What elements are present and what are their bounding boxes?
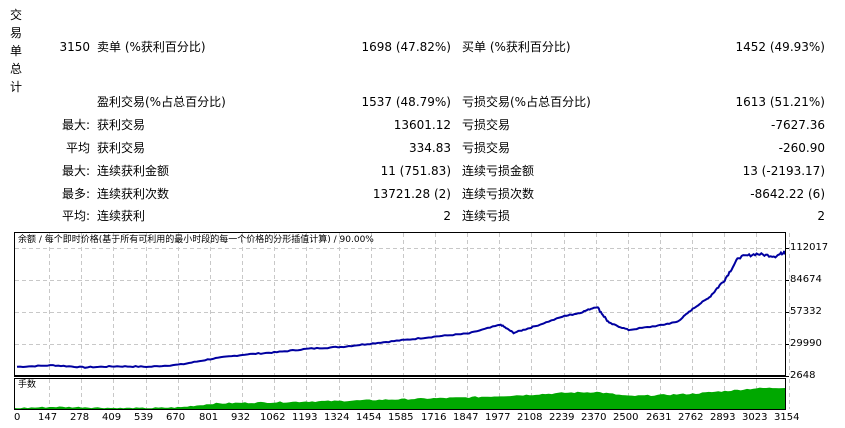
max-consec-loss-count-label: 连续亏损次数 — [462, 187, 535, 201]
y-tick-label: 57332 — [790, 306, 822, 317]
sell-orders-value: 1698 (47.82%) — [361, 40, 451, 54]
x-tick-label: 2500 — [613, 412, 639, 423]
chart-caption: 余额 / 每个即时价格(基于所有可利用的最小时段的每一个价格的分形插值计算) /… — [18, 235, 374, 245]
sell-orders-label: 卖单 (%获利百分比) — [97, 40, 206, 54]
trades-total-title: 交 易 单 总 计 — [10, 6, 24, 96]
x-tick-label: 0 — [14, 412, 21, 423]
buy-orders-label: 买单 (%获利百分比) — [462, 40, 571, 54]
x-tick-label: 801 — [199, 412, 219, 423]
y-tick-label: 29990 — [790, 338, 822, 349]
avg-consec-loss-label: 连续亏损 — [462, 209, 511, 223]
x-tick-label: 2893 — [710, 412, 736, 423]
y-tick-label: 2648 — [790, 370, 816, 381]
max-consec-profit-count-value: 13721.28 (2) — [372, 187, 451, 201]
avg-consec-profit-label: 连续获利 — [97, 209, 146, 223]
x-tick-label: 147 — [38, 412, 58, 423]
title-char: 总 — [10, 62, 23, 76]
title-char: 易 — [10, 26, 23, 40]
x-tick-label: 1585 — [388, 412, 414, 423]
most-prefix: 最多: — [61, 187, 90, 201]
volume-area — [15, 387, 785, 409]
avg-loss-trade-label: 亏损交易 — [462, 141, 511, 155]
max-consec-loss-count-value: -8642.22 (6) — [750, 187, 825, 201]
x-tick-label: 1716 — [421, 412, 447, 423]
max-consec-profit-amount-label: 连续获利金额 — [97, 164, 170, 178]
x-tick-label: 1454 — [356, 412, 382, 423]
title-char: 交 — [10, 8, 23, 22]
avg-profit-trade-value: 334.83 — [409, 141, 451, 155]
loss-trades-label: 亏损交易(%占总百分比) — [462, 95, 591, 109]
max-consec-profit-count-label: 连续获利次数 — [97, 187, 170, 201]
avg-loss-trade-value: -260.90 — [778, 141, 825, 155]
y-tick-label: 84674 — [790, 274, 822, 285]
x-tick-label: 1977 — [485, 412, 511, 423]
max-profit-trade-label: 获利交易 — [97, 118, 146, 132]
buy-orders-value: 1452 (49.93%) — [735, 40, 825, 54]
x-tick-label: 2108 — [517, 412, 543, 423]
profit-trades-value: 1537 (48.79%) — [361, 95, 451, 109]
x-tick-label: 539 — [134, 412, 154, 423]
total-trades-value: 3150 — [59, 40, 90, 54]
avg-prefix: 平均: — [61, 209, 90, 223]
x-tick-label: 2762 — [678, 412, 704, 423]
x-tick-label: 2370 — [581, 412, 607, 423]
x-tick-label: 1324 — [324, 412, 350, 423]
avg-prefix: 平均 — [65, 141, 90, 155]
chart-frame — [14, 232, 786, 377]
loss-trades-value: 1613 (51.21%) — [735, 95, 825, 109]
x-tick-label: 3023 — [742, 412, 768, 423]
y-tick-label: 112017 — [790, 242, 829, 253]
max-prefix: 最大: — [61, 118, 90, 132]
avg-profit-trade-label: 获利交易 — [97, 141, 146, 155]
x-tick-label: 1847 — [453, 412, 479, 423]
x-tick-label: 932 — [231, 412, 251, 423]
v-grid — [49, 233, 790, 375]
title-char: 计 — [10, 80, 23, 94]
x-tick-label: 1062 — [260, 412, 286, 423]
title-char: 单 — [10, 44, 23, 58]
max-profit-trade-value: 13601.12 — [393, 118, 451, 132]
x-tick-label: 278 — [70, 412, 90, 423]
x-tick-label: 2631 — [646, 412, 672, 423]
max-loss-trade-value: -7627.36 — [771, 118, 825, 132]
avg-consec-loss-value: 2 — [817, 209, 825, 223]
profit-trades-label: 盈利交易(%占总百分比) — [97, 95, 226, 109]
volume-caption: 手数 — [18, 380, 37, 390]
max-loss-trade-label: 亏损交易 — [462, 118, 511, 132]
max-prefix: 最大: — [61, 164, 90, 178]
x-tick-label: 2239 — [549, 412, 575, 423]
x-tick-label: 1193 — [292, 412, 318, 423]
x-tick-label: 409 — [102, 412, 122, 423]
max-consec-profit-amount-value: 11 (751.83) — [380, 164, 451, 178]
balance-line — [16, 250, 785, 369]
x-tick-label: 3154 — [774, 412, 800, 423]
volume-frame — [14, 378, 786, 410]
h-grid — [15, 248, 785, 345]
max-consec-loss-amount-label: 连续亏损金额 — [462, 164, 535, 178]
x-tick-label: 670 — [166, 412, 186, 423]
max-consec-loss-amount-value: 13 (-2193.17) — [742, 164, 825, 178]
avg-consec-profit-value: 2 — [443, 209, 451, 223]
